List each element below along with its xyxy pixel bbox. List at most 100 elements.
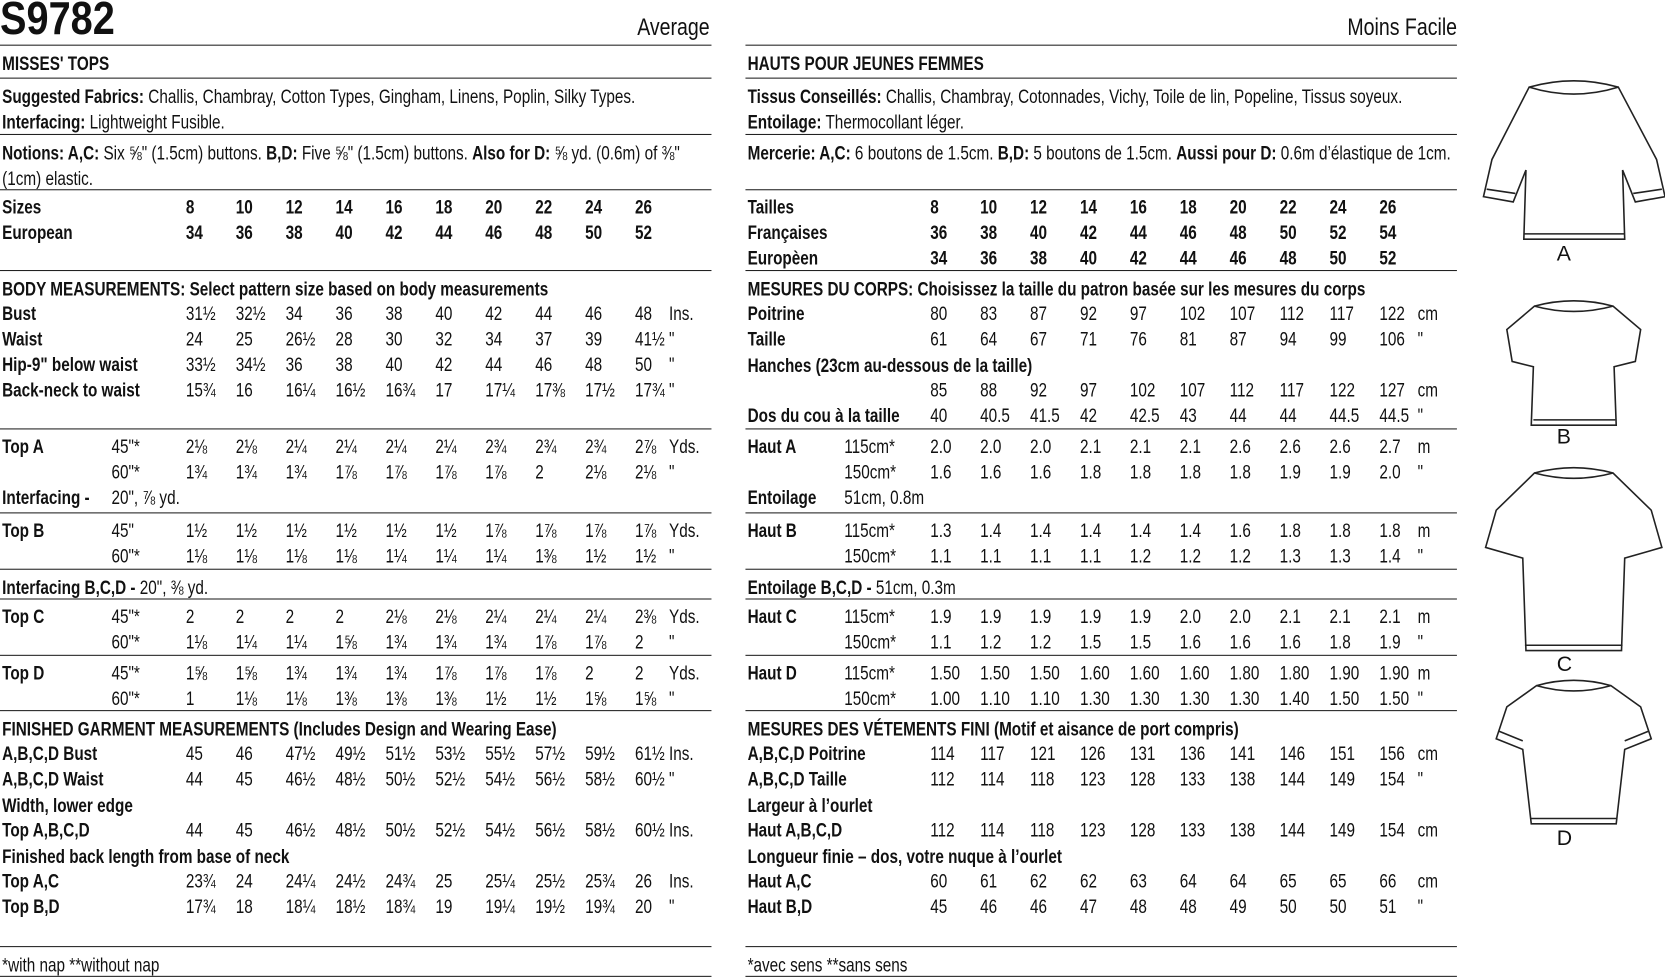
cell: 18 [235, 896, 253, 918]
row-label: Top B [2, 519, 45, 542]
unit: " [668, 461, 675, 483]
cell: 25½ [535, 870, 565, 892]
cell: 47 [1079, 896, 1097, 918]
cell: 2.7 [1379, 435, 1401, 458]
cell: 1¾ [235, 461, 258, 483]
cell: 112 [930, 768, 955, 790]
rule [745, 568, 1457, 570]
cell: 122 [1329, 379, 1356, 401]
cell: 1.30 [1179, 687, 1210, 710]
cell: 117 [1279, 379, 1304, 401]
cell: 67 [1030, 328, 1048, 350]
cell: 38 [385, 302, 403, 325]
cell: 1.1 [930, 545, 952, 567]
unit: cm [1417, 302, 1439, 325]
cell: 28 [335, 328, 353, 350]
rule [0, 428, 712, 430]
cell: 1⅞ [435, 662, 457, 684]
cell: 1⅞ [485, 461, 507, 483]
cell: 1.2 [1229, 545, 1251, 567]
row-sub: 45"* [111, 662, 140, 684]
paragraph: Entoilage: Thermocollant léger. [748, 109, 1457, 135]
cell: 1⅞ [535, 662, 557, 684]
paragraph: HAUTS POUR JEUNES FEMMES [748, 51, 1457, 77]
paragraph: MESURES DES VÉTEMENTS FINI (Motif et ais… [748, 716, 1457, 742]
cell: 154 [1379, 768, 1405, 790]
paragraph: MESURES DU CORPS: Choisissez la taille d… [748, 276, 1457, 302]
cell: 48½ [335, 819, 366, 841]
unit: " [668, 353, 675, 376]
cell: 44 [1129, 222, 1147, 244]
cell: 1⅞ [585, 631, 607, 653]
text-run: Notions: A,C: [2, 142, 100, 164]
cell: 1.4 [1030, 519, 1052, 542]
cell: 63 [1129, 870, 1147, 892]
cell: 42 [1079, 405, 1097, 427]
unit: " [668, 328, 675, 350]
cell: 1⅝ [335, 631, 357, 653]
cell: 114 [980, 768, 1005, 790]
cell: 1 [185, 687, 195, 710]
cell: 32½ [235, 302, 266, 325]
cell: 1⅞ [485, 519, 507, 542]
paragraph: Interfacing: Lightweight Fusible. [2, 109, 711, 135]
row-label: Taille [747, 328, 786, 350]
cell: 60½ [635, 768, 665, 790]
rule [745, 598, 1457, 600]
cell: 1.8 [1329, 631, 1351, 653]
cell: 62 [1079, 870, 1097, 892]
top-a [1482, 79, 1665, 240]
paragraph: *with nap **without nap [2, 952, 711, 978]
cell: 1⅞ [585, 519, 607, 542]
unit: Ins. [668, 870, 694, 892]
row-label: Top A,C [2, 870, 60, 892]
row-label: Françaises [747, 222, 828, 244]
cell: 1¾ [185, 461, 208, 483]
text-run: Suggested Fabrics: [2, 86, 145, 108]
row-label: Europèen [747, 247, 819, 269]
cell: 24 [235, 870, 253, 892]
cell: 44 [535, 302, 553, 325]
cell: 16 [1129, 196, 1147, 218]
cell: 1.90 [1329, 662, 1360, 684]
cell: 151 [1329, 743, 1356, 765]
cell: 26½ [285, 328, 316, 350]
cell: 24 [585, 196, 603, 218]
cell: 2¼ [385, 435, 407, 458]
unit: " [668, 631, 675, 653]
cell: 36 [930, 222, 948, 244]
cell: 92 [1030, 379, 1048, 401]
rule [745, 710, 1457, 712]
cell: 97 [1079, 379, 1097, 401]
cell: 1⅞ [485, 662, 507, 684]
cell: 20 [1229, 196, 1247, 218]
cell: 42 [485, 302, 503, 325]
cell: 25¼ [485, 870, 516, 892]
cell: 1.8 [1279, 519, 1301, 542]
difficulty: Moins Facile [1347, 12, 1457, 41]
cell: 133 [1179, 819, 1206, 841]
cell: 131 [1129, 743, 1156, 765]
cell: 1⅜ [335, 687, 357, 710]
unit: m [1417, 435, 1431, 458]
unit: Yds. [668, 662, 700, 684]
cell: 1⅞ [335, 461, 357, 483]
cell: 52½ [435, 768, 466, 790]
cell: 24 [185, 328, 203, 350]
cell: 40 [1030, 222, 1048, 244]
cell: 54½ [485, 768, 516, 790]
cell: 46 [1030, 896, 1048, 918]
cell: 1½ [635, 545, 657, 567]
cell: 1.9 [1379, 631, 1401, 653]
row-label: A,B,C,D Bust [2, 743, 98, 765]
cell: 1⅞ [435, 461, 457, 483]
cell: 46 [1229, 247, 1247, 269]
paragraph: Finished back length from base of neck [2, 844, 711, 870]
cell: 1.50 [980, 662, 1010, 684]
cell: 1.1 [1079, 545, 1102, 567]
text-run: Aussi pour D: [1176, 142, 1277, 164]
cell: 1¼ [435, 545, 457, 567]
cell: 36 [235, 222, 253, 244]
cell: 107 [1229, 302, 1256, 325]
